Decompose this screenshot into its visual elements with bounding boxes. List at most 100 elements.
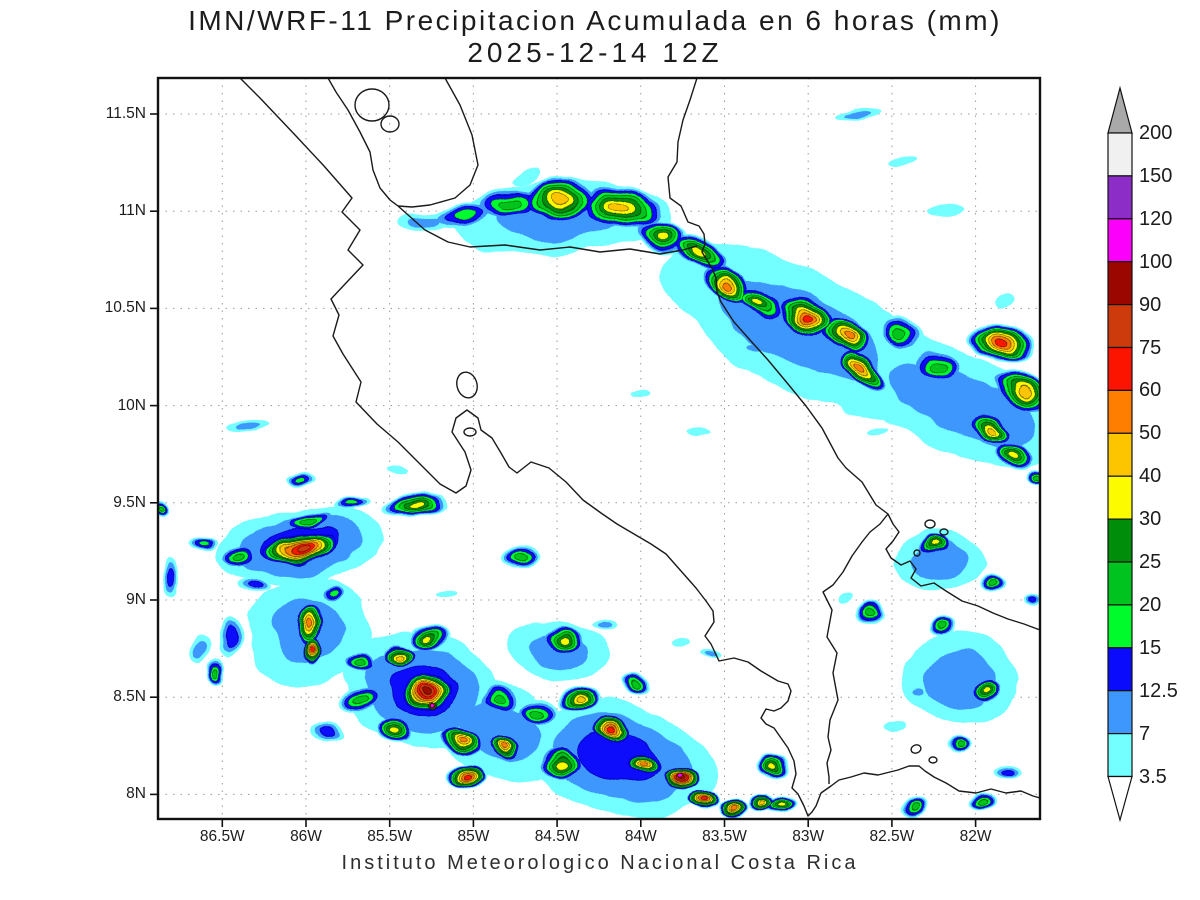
x-tick-label: 83W — [792, 828, 825, 845]
precip-cell-level-5 — [159, 506, 165, 514]
precip-cell-level-10 — [800, 311, 812, 321]
colorbar-label: 150 — [1139, 164, 1173, 187]
precip-cell-level-8 — [758, 797, 766, 803]
precip-cell-level-8 — [986, 424, 998, 432]
precip-cell-level-7 — [756, 295, 768, 305]
colorbar-label: 100 — [1139, 250, 1173, 273]
x-tick-label: 85.5W — [367, 828, 413, 845]
precip-cell-level-1 — [870, 426, 890, 434]
y-tick-label: 11N — [118, 202, 146, 220]
precip-cell-level-7 — [425, 636, 435, 644]
precip-cell-level-10 — [993, 337, 1007, 347]
y-tick-label: 10.5N — [104, 299, 146, 317]
caption: Instituto Meteorologico Nacional Costa R… — [341, 852, 859, 874]
chira-island — [463, 427, 477, 437]
precip-cell-level-5 — [865, 608, 875, 616]
y-tick-label: 11.5N — [105, 105, 146, 122]
x-tick-label: 82.5W — [869, 828, 915, 845]
lake-nicaragua-west-shore — [327, 78, 399, 207]
precip-cell-level-5 — [353, 696, 367, 704]
y-tick-label: 9.5N — [113, 493, 146, 511]
precip-cell-level-12 — [420, 688, 430, 696]
colorbar-segment — [1107, 132, 1133, 177]
y-tick-label: 8N — [126, 785, 146, 803]
precip-cell-level-5 — [988, 579, 996, 585]
caribbean-coastline — [667, 78, 1040, 631]
precip-cell-level-7 — [655, 230, 671, 240]
precip-cell-level-7 — [770, 762, 780, 768]
precip-cell-level-7 — [983, 687, 993, 693]
precip-cell-level-4 — [345, 500, 359, 508]
precip-cell-level-7 — [406, 501, 424, 509]
lake-nicaragua-east-shore — [397, 78, 479, 208]
precip-cell-level-7 — [776, 802, 784, 808]
precip-cell-level-3 — [224, 631, 236, 649]
colorbar-segment — [1107, 346, 1133, 392]
colorbar-segment — [1107, 647, 1133, 692]
precip-cell-level-5 — [533, 705, 547, 715]
colorbar-label: 30 — [1139, 508, 1162, 531]
x-tick-label: 85W — [457, 828, 490, 845]
precip-cell-level-2 — [746, 341, 766, 349]
colorbar-label: 60 — [1139, 379, 1162, 402]
precip-cell-level-5 — [214, 668, 222, 676]
chiriqui-island-1 — [910, 744, 922, 754]
precip-cell-level-8 — [394, 649, 402, 655]
colorbar-label: 15 — [1139, 636, 1162, 659]
colorbar-label: 50 — [1139, 422, 1162, 445]
precip-cell-level-5 — [954, 745, 962, 751]
colorbar-segment — [1107, 475, 1133, 520]
colorbar-segment — [1107, 732, 1133, 778]
x-tick-label: 84W — [624, 828, 657, 845]
precip-cell-level-2 — [912, 686, 924, 694]
precip-cell-level-9 — [857, 363, 867, 373]
bocas-island-3 — [913, 549, 921, 557]
colorbar-label: 20 — [1139, 593, 1162, 616]
precip-cell-level-3 — [168, 565, 176, 585]
precip-cell-level-4 — [324, 586, 336, 594]
bocas-island-2 — [939, 528, 949, 536]
colorbar-segment — [1107, 261, 1133, 306]
colorbar-segment — [1107, 175, 1133, 220]
precip-cell-level-3 — [1003, 766, 1017, 774]
precip-cell-level-5 — [910, 801, 920, 809]
ometepe-island — [354, 88, 390, 122]
precip-cell-level-2 — [597, 618, 613, 626]
precip-cell-level-5 — [630, 682, 640, 690]
colorbar-segment — [1107, 389, 1133, 434]
precip-cell-level-5 — [981, 797, 989, 803]
precip-cell-level-10 — [608, 730, 616, 736]
precip-cell-level-1 — [883, 725, 907, 735]
colorbar-under-arrow — [1107, 775, 1133, 823]
precip-cell-level-5 — [354, 658, 366, 666]
pacific-coastline — [239, 78, 1040, 817]
precip-cell-level-9 — [306, 619, 314, 631]
precip-cell-level-2 — [194, 639, 206, 657]
precipitation-field — [158, 104, 1040, 818]
precip-cell-level-5 — [514, 554, 526, 562]
colorbar-segment — [1107, 432, 1133, 477]
chart-subtitle: 2025-12-14 12Z — [467, 37, 723, 68]
precip-cell-level-9 — [501, 742, 509, 748]
precip-cell-level-5 — [937, 626, 947, 634]
x-tick-label: 83.5W — [702, 828, 747, 845]
colorbar-segment — [1107, 604, 1133, 649]
precip-cell-level-3 — [1027, 596, 1037, 604]
x-tick-label: 86.5W — [199, 828, 245, 845]
colorbar-label: 40 — [1139, 465, 1162, 488]
precip-cell-level-4 — [451, 210, 473, 220]
plot-frame — [150, 76, 1042, 827]
precip-cell-level-5 — [932, 359, 948, 371]
precip-cell-level-1 — [670, 640, 690, 650]
colorbar-over-arrow — [1107, 85, 1133, 134]
precip-cell-level-4 — [200, 542, 210, 548]
axis-ticks — [150, 113, 977, 827]
colorbar-label: 25 — [1139, 551, 1162, 573]
precip-cell-level-13 — [675, 775, 681, 781]
precip-cell-level-13 — [430, 702, 436, 708]
x-tick-label: 82W — [959, 828, 992, 845]
precip-cell-level-4 — [294, 479, 306, 485]
precip-cell-level-7 — [554, 756, 566, 764]
